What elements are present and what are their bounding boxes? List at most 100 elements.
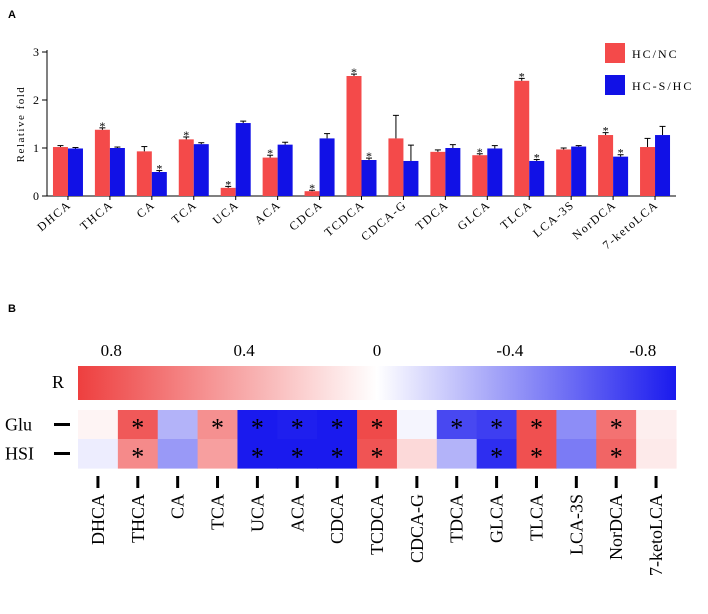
bar-HC/NC: [472, 155, 488, 196]
y-tick-label: 3: [33, 45, 39, 59]
column-label: CDCA-G: [407, 494, 427, 563]
heatmap-cell: [636, 439, 677, 469]
bar-HC-S/HC: [67, 148, 83, 196]
significance-star: *: [291, 414, 304, 443]
heatmap-cell: [476, 410, 518, 440]
significance-star: *: [610, 414, 623, 443]
significance-star: *: [450, 414, 463, 443]
x-tick-label: TDCA: [413, 198, 452, 234]
heatmap-cell: [317, 410, 358, 440]
heatmap-cell: [357, 410, 398, 440]
bar-HC-S/HC: [235, 123, 251, 196]
heatmap-cell: [636, 410, 677, 440]
colorbar-title: R: [52, 372, 64, 392]
x-tick-label: CDCA: [286, 198, 325, 234]
significance-star: *: [351, 65, 357, 79]
significance-star: *: [267, 146, 273, 160]
significance-star: *: [183, 128, 189, 142]
significance-star: *: [99, 119, 105, 133]
column-label: CDCA: [327, 494, 347, 544]
column-label: NorDCA: [606, 494, 626, 560]
panel-a-bar-chart: 0 1 2 3 Relative fold DHCA * THCA * CA * TCA * UCA * AC…: [15, 43, 691, 252]
x-tick-label: UCA: [210, 198, 242, 228]
column-label: UCA: [247, 494, 267, 532]
heatmap-cell: [476, 439, 518, 469]
significance-star: *: [530, 414, 543, 443]
significance-star: *: [225, 177, 231, 191]
bar-HC/NC: [514, 80, 530, 196]
heatmap-cell: [516, 410, 557, 440]
bar-HC-S/HC: [571, 146, 587, 196]
x-tick-label: TLCA: [498, 198, 536, 233]
legend-swatch: [605, 43, 625, 63]
bar-HC-S/HC: [487, 148, 503, 196]
significance-star: *: [371, 443, 384, 472]
heatmap-cell: [117, 410, 159, 440]
significance-star: *: [331, 443, 344, 472]
significance-star: *: [156, 162, 162, 176]
row-label: HSI: [5, 444, 34, 464]
significance-star: *: [519, 69, 525, 83]
heatmap-cell: [436, 439, 478, 469]
heatmap-cell: [197, 439, 239, 469]
significance-star: *: [331, 414, 344, 443]
significance-star: *: [251, 414, 264, 443]
bar-HC/NC: [598, 135, 614, 196]
bar-HC/NC: [220, 187, 236, 196]
bar-HC-S/HC: [613, 156, 629, 196]
significance-star: *: [530, 443, 543, 472]
colorbar-tick-label: 0.4: [233, 341, 255, 360]
heatmap-cell: [277, 410, 318, 440]
significance-star: *: [211, 414, 224, 443]
colorbar: [78, 366, 676, 400]
x-tick-label: CA: [134, 198, 158, 221]
significance-star: *: [618, 146, 624, 160]
row-label: Glu: [5, 415, 32, 435]
column-label: 7-ketoLCA: [646, 494, 666, 576]
heatmap-cell: [317, 439, 358, 469]
heatmap-cell: [516, 439, 557, 469]
significance-star: *: [131, 414, 144, 443]
column-label: ACA: [287, 494, 307, 532]
colorbar-tick-label: 0.8: [101, 341, 122, 360]
heatmap-cell: [277, 439, 318, 469]
significance-star: *: [291, 443, 304, 472]
column-label: CA: [168, 494, 188, 519]
bar-HC-S/HC: [277, 144, 293, 196]
panel-a-label: A: [8, 9, 16, 21]
heatmap-cell: [357, 439, 398, 469]
heatmap-cell: [78, 410, 119, 440]
bar-HC-S/HC: [109, 148, 125, 196]
panel-b-label: B: [8, 303, 16, 315]
heatmap-cell: [596, 410, 637, 440]
significance-star: *: [366, 149, 372, 163]
y-axis-label: Relative fold: [15, 86, 27, 163]
significance-star: *: [603, 124, 609, 138]
bar-HC/NC: [346, 76, 362, 196]
significance-star: *: [251, 443, 264, 472]
colorbar-tick-label: -0.8: [629, 341, 656, 360]
legend-label: HC/NC: [632, 47, 679, 61]
bar-HC/NC: [640, 147, 656, 196]
bar-HC/NC: [262, 157, 278, 196]
significance-star: *: [490, 443, 503, 472]
bar-HC-S/HC: [319, 138, 335, 196]
significance-star: *: [309, 181, 315, 195]
bar-HC-S/HC: [193, 144, 209, 196]
bar-HC-S/HC: [361, 160, 377, 196]
column-label: DHCA: [88, 494, 108, 545]
column-label: TLCA: [526, 494, 546, 541]
column-label: GLCA: [487, 494, 507, 543]
column-label: LCA-3S: [566, 494, 586, 555]
x-tick-label: GLCA: [455, 198, 494, 234]
heatmap-cell: [197, 410, 239, 440]
bar-HC/NC: [178, 139, 194, 196]
significance-star: *: [477, 145, 483, 159]
heatmap-cell: [78, 439, 119, 469]
column-label: TDCA: [447, 494, 467, 543]
legend-swatch: [605, 75, 625, 95]
x-tick-label: CDCA-G: [358, 198, 409, 244]
x-tick-label: THCA: [77, 198, 116, 234]
bar-HC-S/HC: [403, 160, 419, 196]
